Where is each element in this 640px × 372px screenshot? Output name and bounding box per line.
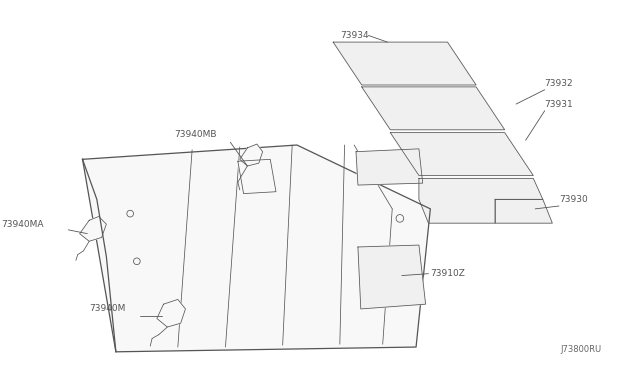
Polygon shape bbox=[83, 145, 430, 352]
Polygon shape bbox=[240, 144, 262, 166]
Text: 73910Z: 73910Z bbox=[430, 269, 465, 278]
Polygon shape bbox=[79, 217, 106, 241]
Text: J73800RU: J73800RU bbox=[561, 346, 602, 355]
Polygon shape bbox=[495, 199, 552, 223]
Text: 73934: 73934 bbox=[340, 31, 369, 40]
Polygon shape bbox=[333, 42, 476, 85]
Polygon shape bbox=[419, 179, 543, 223]
Polygon shape bbox=[362, 87, 505, 130]
Text: 73931: 73931 bbox=[545, 100, 573, 109]
Text: 73940MA: 73940MA bbox=[1, 219, 44, 229]
Text: 73932: 73932 bbox=[545, 78, 573, 87]
Polygon shape bbox=[356, 149, 423, 185]
Polygon shape bbox=[390, 133, 533, 176]
Text: 73940M: 73940M bbox=[89, 304, 125, 314]
Polygon shape bbox=[157, 299, 186, 327]
Text: 73930: 73930 bbox=[559, 195, 588, 204]
Polygon shape bbox=[358, 245, 426, 309]
Text: 73940MB: 73940MB bbox=[174, 130, 217, 139]
Polygon shape bbox=[238, 159, 276, 193]
